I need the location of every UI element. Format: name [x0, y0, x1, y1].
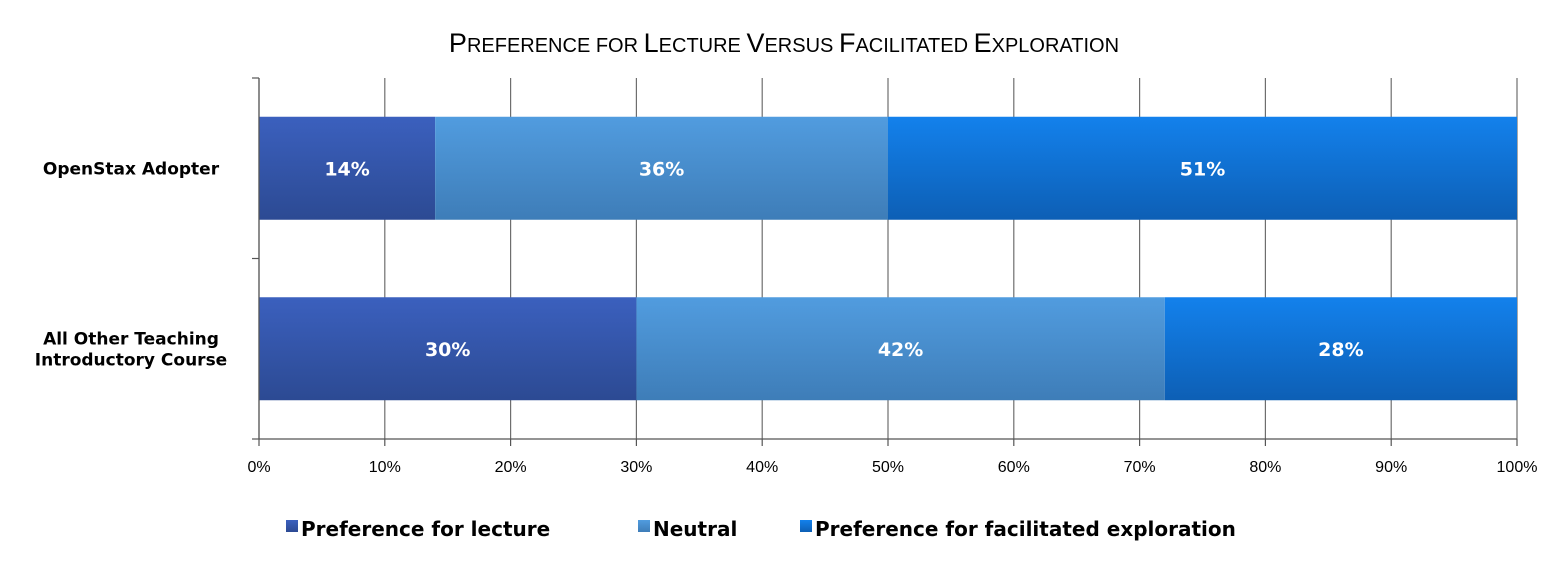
chart-title: PREFERENCE FOR LECTURE VERSUS FACILITATE… [449, 28, 1119, 58]
x-tick-label: 0% [247, 459, 270, 476]
bar-data-label: 14% [324, 158, 369, 180]
x-tick-label: 80% [1249, 459, 1281, 476]
legend-swatch [286, 520, 298, 532]
legend: Preference for lecture Neutral Preference … [286, 517, 1236, 541]
category-label: All Other Teaching Introductory Course [35, 329, 227, 370]
x-tick-label: 60% [998, 459, 1030, 476]
bar-segment [888, 116, 1517, 220]
category-label: OpenStax Adopter [43, 159, 220, 179]
x-tick-label: 100% [1497, 459, 1538, 476]
x-tick-label: 40% [746, 459, 778, 476]
legend-label: Preference for lecture [301, 517, 550, 541]
bar-data-label: 51% [1180, 158, 1225, 180]
bar-segment [435, 116, 888, 220]
bars: 14% 36% 51% 30% 42% 28% [259, 116, 1517, 401]
x-tick-label: 70% [1124, 459, 1156, 476]
x-tick-labels: 0% 10% 20% 30% 40% 50% 60% 70% 80% 90% 100% [247, 459, 1537, 476]
axes [252, 77, 1518, 446]
legend-swatch [800, 520, 812, 532]
bar-data-label: 36% [639, 158, 684, 180]
bar-data-label: 42% [878, 339, 923, 361]
legend-swatch [638, 520, 650, 532]
x-tick-label: 30% [620, 459, 652, 476]
x-tick-label: 90% [1375, 459, 1407, 476]
bar-data-label: 30% [425, 339, 470, 361]
legend-label: Preference for facilitated exploration [815, 517, 1236, 541]
x-tick-label: 20% [495, 459, 527, 476]
bar-segment [259, 116, 436, 220]
category-labels: OpenStax Adopter All Other Teaching Introd… [35, 159, 227, 370]
bar-data-label: 28% [1318, 339, 1363, 361]
bar-segment [1164, 297, 1517, 401]
bar-segment [636, 297, 1165, 401]
bar-segment [259, 297, 637, 401]
legend-label: Neutral [653, 517, 737, 541]
x-tick-label: 50% [872, 459, 904, 476]
x-tick-label: 10% [369, 459, 401, 476]
